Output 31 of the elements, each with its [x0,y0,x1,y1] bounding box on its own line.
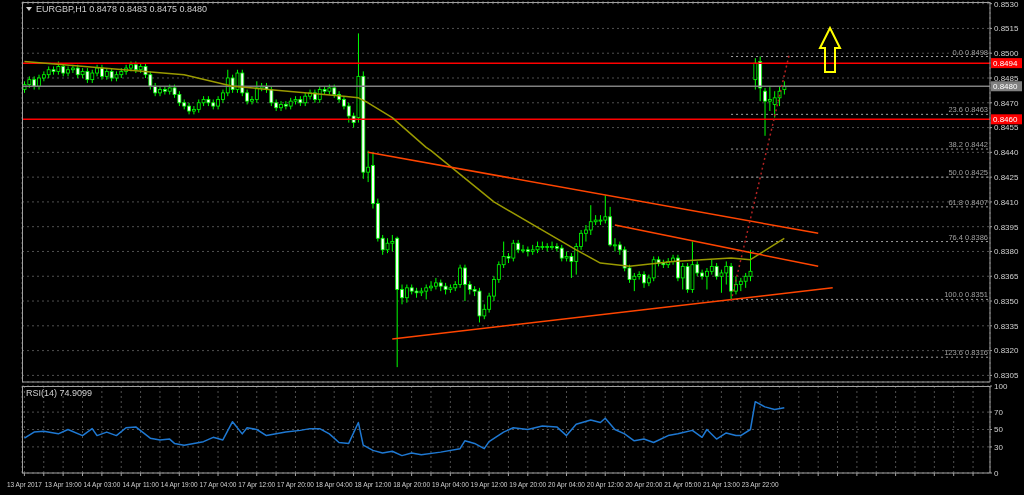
y-tick-label: 0.8350 [994,296,1020,306]
candlestick [753,57,758,91]
ref-line-label: 0.8460 [993,115,1019,125]
y-tick-label: 0.8500 [994,49,1020,59]
y-tick-label: 0.8410 [994,197,1020,207]
y-tick-label: 100 [994,381,1008,391]
y-tick-label: 0.8470 [994,98,1020,108]
candlestick [748,249,753,282]
candlestick [777,85,782,107]
y-tick-label: 0 [994,468,999,478]
ref-line-label: 0.8494 [993,59,1019,69]
y-tick-label: 0.8395 [994,222,1020,232]
y-tick-label: 0.8530 [994,0,1020,9]
y-tick-label: 0.8335 [994,321,1020,331]
y-tick-label: 0.8380 [994,247,1020,257]
y-tick-label: 30 [994,442,1004,452]
ref-line-label: 0.8480 [993,82,1019,92]
y-tick-label: 0.8320 [994,346,1020,356]
chart-title: EURGBP,H1 0.8478 0.8483 0.8475 0.8480 [36,4,207,14]
y-tick-label: 0.8365 [994,272,1020,282]
y-tick-label: 70 [994,407,1004,417]
y-tick-label: 50 [994,425,1004,435]
y-tick-label: 0.8485 [994,73,1020,83]
y-tick-label: 0.8515 [994,24,1020,34]
y-tick-label: 0.8425 [994,172,1020,182]
y-tick-label: 0.8455 [994,123,1020,133]
y-tick-label: 0.8305 [994,371,1020,381]
chart-title: RSI(14) 74.9099 [26,388,93,398]
y-tick-label: 0.8440 [994,148,1020,158]
candlestick [269,85,274,107]
line-series [23,400,786,457]
